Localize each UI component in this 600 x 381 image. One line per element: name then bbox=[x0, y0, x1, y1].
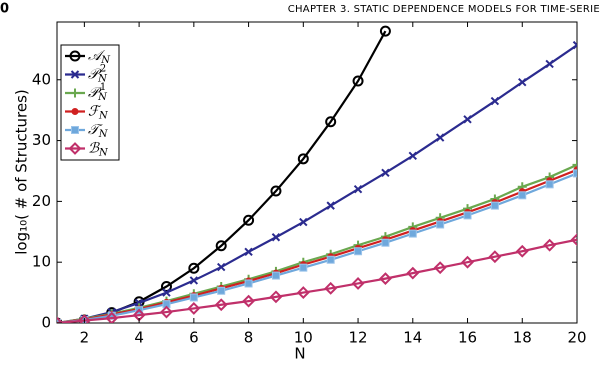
marker bbox=[381, 168, 390, 178]
legend-label: 𝒫N1 bbox=[88, 82, 108, 103]
marker bbox=[326, 255, 335, 264]
marker bbox=[488, 250, 502, 264]
series-line bbox=[57, 172, 577, 323]
legend-marker bbox=[70, 70, 80, 79]
page-number: 0 bbox=[0, 2, 9, 17]
marker bbox=[515, 244, 529, 258]
marker bbox=[379, 25, 391, 37]
marker bbox=[244, 247, 253, 257]
x-tick-label: 6 bbox=[189, 329, 199, 347]
plot-area bbox=[57, 25, 577, 323]
marker bbox=[244, 279, 253, 288]
legend-marker bbox=[69, 50, 81, 62]
marker bbox=[463, 211, 472, 220]
marker bbox=[189, 276, 199, 285]
marker bbox=[217, 286, 226, 295]
marker bbox=[408, 151, 417, 160]
marker bbox=[545, 180, 554, 189]
x-tick-label: 4 bbox=[134, 329, 144, 347]
y-tick-label: 30 bbox=[32, 131, 51, 149]
marker bbox=[354, 247, 363, 256]
marker bbox=[324, 281, 338, 295]
y-tick-label: 20 bbox=[32, 192, 51, 210]
y-tick-label: 10 bbox=[32, 253, 51, 271]
marker bbox=[573, 169, 577, 178]
running-title: CHAPTER 3. STATIC DEPENDENCE MODELS FOR … bbox=[288, 4, 600, 15]
legend-label: ℱN bbox=[88, 104, 109, 122]
marker bbox=[435, 133, 445, 142]
legend-marker bbox=[68, 142, 82, 155]
legend-marker bbox=[70, 88, 80, 98]
marker bbox=[326, 201, 335, 210]
x-tick-label: 14 bbox=[403, 329, 422, 347]
marker bbox=[325, 116, 337, 128]
legend-marker bbox=[71, 126, 79, 134]
y-axis-label: log₁₀( # of Structures) bbox=[13, 89, 31, 255]
marker bbox=[160, 305, 173, 319]
marker bbox=[297, 153, 309, 165]
legend-label: ℬN bbox=[88, 141, 109, 159]
plot-frame bbox=[56, 21, 578, 324]
marker bbox=[490, 96, 500, 106]
marker bbox=[351, 277, 365, 290]
y-tick-label: 0 bbox=[41, 314, 51, 332]
marker bbox=[433, 261, 447, 275]
marker bbox=[352, 75, 364, 87]
legend-marker bbox=[71, 108, 79, 115]
series-line bbox=[57, 44, 577, 323]
series-line bbox=[57, 168, 577, 323]
y-tick-label: 40 bbox=[32, 70, 51, 88]
marker bbox=[189, 293, 198, 302]
marker bbox=[299, 217, 308, 227]
x-tick-label: 2 bbox=[80, 329, 90, 347]
series-line bbox=[57, 163, 577, 323]
marker bbox=[490, 201, 499, 210]
x-axis-label: N bbox=[294, 345, 305, 363]
marker bbox=[572, 160, 577, 170]
marker bbox=[379, 272, 392, 286]
marker bbox=[187, 301, 201, 315]
legend-label: 𝒜N bbox=[88, 48, 111, 66]
marker bbox=[134, 298, 144, 308]
marker bbox=[270, 185, 282, 197]
x-tick-label: 12 bbox=[349, 329, 368, 347]
legend-box bbox=[60, 44, 120, 161]
marker bbox=[461, 255, 474, 269]
marker bbox=[243, 214, 255, 226]
marker bbox=[406, 266, 420, 280]
marker bbox=[215, 240, 227, 252]
x-tick-label: 16 bbox=[458, 329, 477, 347]
marker bbox=[570, 233, 577, 247]
x-tick-label: 8 bbox=[244, 329, 254, 347]
marker bbox=[296, 286, 310, 300]
marker bbox=[160, 281, 172, 293]
marker bbox=[436, 220, 445, 229]
x-tick-label: 18 bbox=[513, 329, 532, 347]
marker bbox=[271, 233, 281, 242]
marker bbox=[188, 262, 200, 274]
marker bbox=[518, 191, 527, 200]
marker bbox=[518, 77, 527, 87]
marker bbox=[572, 40, 577, 50]
marker bbox=[408, 229, 417, 238]
marker bbox=[214, 298, 228, 312]
marker bbox=[217, 262, 226, 272]
x-tick-label: 20 bbox=[567, 329, 586, 347]
x-tick-label: 10 bbox=[294, 329, 313, 347]
marker bbox=[57, 316, 64, 323]
marker bbox=[57, 319, 61, 323]
marker bbox=[543, 238, 557, 252]
marker bbox=[381, 238, 390, 247]
marker bbox=[77, 314, 91, 323]
marker bbox=[353, 185, 363, 194]
marker bbox=[242, 294, 255, 308]
marker bbox=[162, 288, 171, 297]
marker bbox=[269, 290, 283, 304]
marker bbox=[299, 263, 308, 272]
marker bbox=[271, 271, 280, 280]
marker bbox=[545, 59, 554, 69]
marker bbox=[463, 115, 472, 124]
marker bbox=[105, 311, 119, 323]
